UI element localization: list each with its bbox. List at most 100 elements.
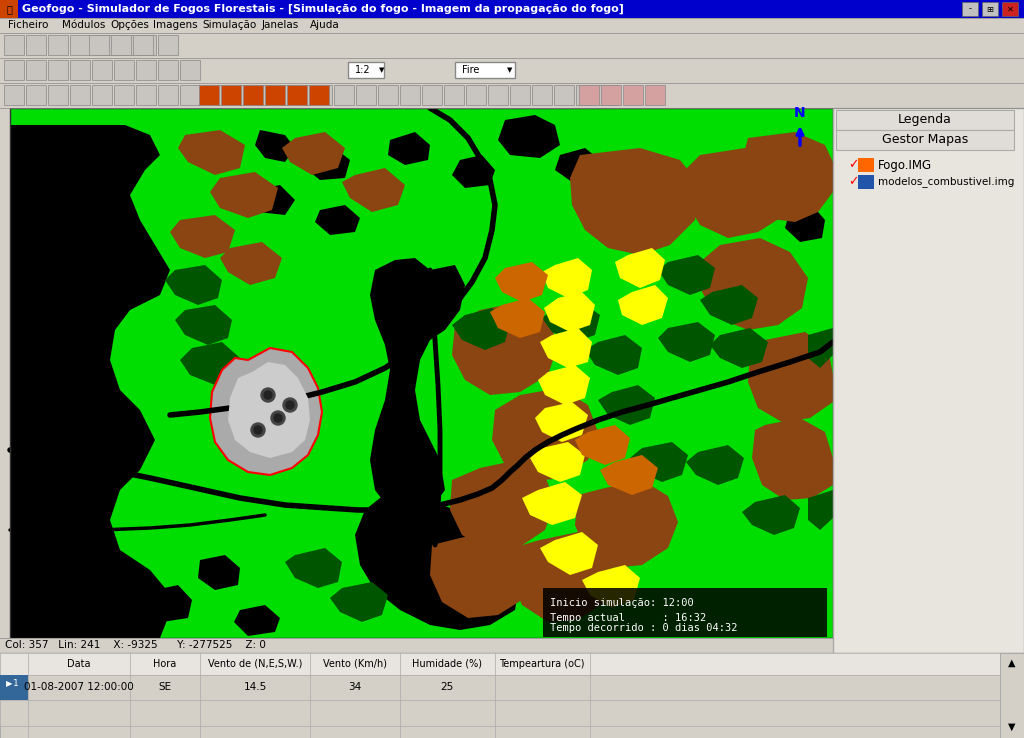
Polygon shape: [330, 582, 388, 622]
Text: 1:2: 1:2: [355, 65, 371, 75]
Text: SE: SE: [159, 682, 172, 692]
Polygon shape: [542, 258, 592, 298]
FancyBboxPatch shape: [26, 35, 46, 55]
Text: 14.5: 14.5: [244, 682, 266, 692]
FancyBboxPatch shape: [422, 85, 442, 105]
Text: 🔥: 🔥: [6, 4, 12, 14]
FancyBboxPatch shape: [268, 85, 288, 105]
Circle shape: [286, 401, 294, 409]
FancyBboxPatch shape: [180, 85, 200, 105]
FancyBboxPatch shape: [114, 85, 134, 105]
Text: ▲: ▲: [1009, 658, 1016, 668]
Polygon shape: [618, 285, 668, 325]
Text: Tempo decorrido : 0 dias 04:32: Tempo decorrido : 0 dias 04:32: [550, 623, 737, 633]
Polygon shape: [686, 445, 744, 485]
Polygon shape: [498, 115, 560, 158]
Text: Simulação: Simulação: [202, 21, 256, 30]
Polygon shape: [220, 242, 282, 285]
Polygon shape: [808, 328, 833, 368]
FancyBboxPatch shape: [466, 85, 486, 105]
Polygon shape: [10, 108, 175, 638]
Polygon shape: [210, 348, 322, 475]
FancyBboxPatch shape: [243, 85, 263, 105]
Polygon shape: [530, 442, 585, 482]
FancyBboxPatch shape: [4, 85, 24, 105]
FancyBboxPatch shape: [136, 60, 156, 80]
FancyBboxPatch shape: [645, 85, 665, 105]
Text: ▼: ▼: [507, 67, 512, 73]
FancyBboxPatch shape: [158, 85, 178, 105]
Text: Tempeartura (oC): Tempeartura (oC): [500, 659, 585, 669]
FancyBboxPatch shape: [89, 35, 109, 55]
FancyBboxPatch shape: [10, 108, 833, 638]
Text: ✕: ✕: [1007, 4, 1014, 13]
Polygon shape: [175, 305, 232, 345]
Polygon shape: [430, 530, 535, 618]
FancyBboxPatch shape: [0, 18, 1024, 33]
FancyBboxPatch shape: [4, 60, 24, 80]
FancyBboxPatch shape: [114, 60, 134, 80]
Polygon shape: [540, 328, 592, 368]
FancyBboxPatch shape: [532, 85, 552, 105]
Text: Fogo.IMG: Fogo.IMG: [878, 159, 932, 171]
Polygon shape: [570, 148, 700, 255]
FancyBboxPatch shape: [510, 85, 530, 105]
FancyBboxPatch shape: [114, 35, 134, 55]
Polygon shape: [775, 155, 815, 188]
Circle shape: [264, 391, 272, 399]
Polygon shape: [452, 308, 510, 350]
Polygon shape: [450, 460, 555, 550]
Polygon shape: [544, 292, 595, 332]
Polygon shape: [575, 480, 678, 568]
FancyBboxPatch shape: [265, 85, 285, 105]
FancyBboxPatch shape: [0, 653, 1000, 675]
FancyBboxPatch shape: [48, 35, 68, 55]
FancyBboxPatch shape: [488, 85, 508, 105]
FancyBboxPatch shape: [356, 85, 376, 105]
Polygon shape: [148, 585, 193, 622]
FancyBboxPatch shape: [224, 85, 244, 105]
FancyBboxPatch shape: [836, 130, 1014, 150]
Polygon shape: [600, 455, 658, 495]
Polygon shape: [808, 490, 833, 530]
Text: 34: 34: [348, 682, 361, 692]
FancyBboxPatch shape: [858, 158, 874, 172]
Text: ▶: ▶: [6, 680, 12, 689]
Polygon shape: [700, 285, 758, 325]
FancyBboxPatch shape: [543, 588, 827, 637]
FancyBboxPatch shape: [836, 110, 1014, 130]
FancyBboxPatch shape: [92, 85, 112, 105]
Polygon shape: [540, 532, 598, 575]
FancyBboxPatch shape: [0, 58, 1024, 83]
FancyBboxPatch shape: [92, 60, 112, 80]
Text: Hora: Hora: [154, 659, 176, 669]
FancyBboxPatch shape: [133, 35, 153, 55]
FancyBboxPatch shape: [221, 85, 241, 105]
Polygon shape: [683, 148, 790, 238]
Polygon shape: [710, 328, 768, 368]
Text: Imagens: Imagens: [154, 21, 198, 30]
FancyBboxPatch shape: [554, 85, 574, 105]
FancyBboxPatch shape: [444, 85, 464, 105]
FancyBboxPatch shape: [400, 85, 420, 105]
FancyBboxPatch shape: [111, 35, 131, 55]
Polygon shape: [542, 302, 600, 342]
FancyBboxPatch shape: [4, 35, 24, 55]
Polygon shape: [180, 342, 240, 385]
Polygon shape: [748, 332, 833, 422]
Polygon shape: [305, 148, 350, 180]
Polygon shape: [538, 365, 590, 405]
Text: Data: Data: [68, 659, 91, 669]
Text: ▼: ▼: [1009, 722, 1016, 732]
Text: Humidade (%): Humidade (%): [412, 659, 482, 669]
FancyBboxPatch shape: [623, 85, 643, 105]
Polygon shape: [282, 132, 345, 175]
Text: ⊞: ⊞: [986, 4, 993, 13]
Polygon shape: [615, 248, 665, 288]
Circle shape: [274, 414, 282, 422]
FancyBboxPatch shape: [455, 62, 515, 78]
Text: Módulos: Módulos: [62, 21, 105, 30]
FancyBboxPatch shape: [158, 60, 178, 80]
Circle shape: [254, 426, 262, 434]
Text: Col: 357   Lin: 241    X: -9325      Y: -277525    Z: 0: Col: 357 Lin: 241 X: -9325 Y: -277525 Z:…: [5, 641, 266, 650]
